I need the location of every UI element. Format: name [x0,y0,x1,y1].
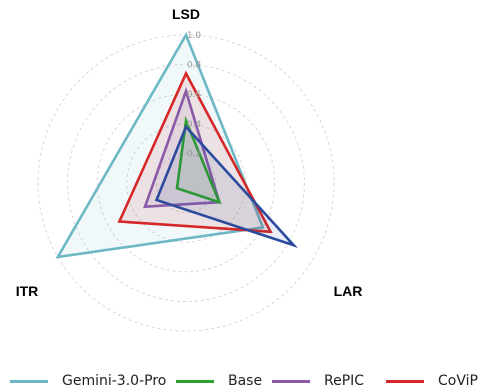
legend-label-base: Base [228,373,263,389]
grid-ring [155,152,216,213]
legend-item-covip: CoViP [386,373,478,389]
tick-label: 0.8 [187,61,202,71]
series-polygon-unlabeled [154,124,298,248]
legend-label-gemini: Gemini-3.0-Pro [62,373,167,389]
axis-label-lar: LAR [334,283,363,299]
series-polygon-covip [117,70,273,234]
grid-ring [96,93,276,273]
legend-swatch-base [176,379,214,383]
legend-item-gemini: Gemini-3.0-Pro [10,373,166,389]
radar-series [55,32,298,259]
legend-item-repic: RePIC [272,373,364,389]
axis-label-itr: ITR [16,283,39,299]
legend-swatch-covip [386,379,424,383]
legend: Gemini-3.0-Pro Base RePIC CoViP [0,370,484,391]
legend-item-base: Base [176,373,262,389]
tick-label: 0.4 [187,120,202,130]
grid-ring [67,64,305,302]
tick-label: 1.0 [187,31,202,41]
tick-label: 0.2 [187,149,201,159]
legend-swatch-repic [272,379,310,383]
series-polygon-base [175,115,222,205]
tick-label: 0.6 [187,90,202,100]
legend-label-repic: RePIC [324,373,365,389]
legend-label-covip: CoViP [438,373,478,389]
radial-tick-labels: 0.2 0.4 0.6 0.8 1.0 [187,31,202,159]
axis-label-lsd: LSD [172,6,200,22]
legend-swatch-gemini [10,379,48,383]
